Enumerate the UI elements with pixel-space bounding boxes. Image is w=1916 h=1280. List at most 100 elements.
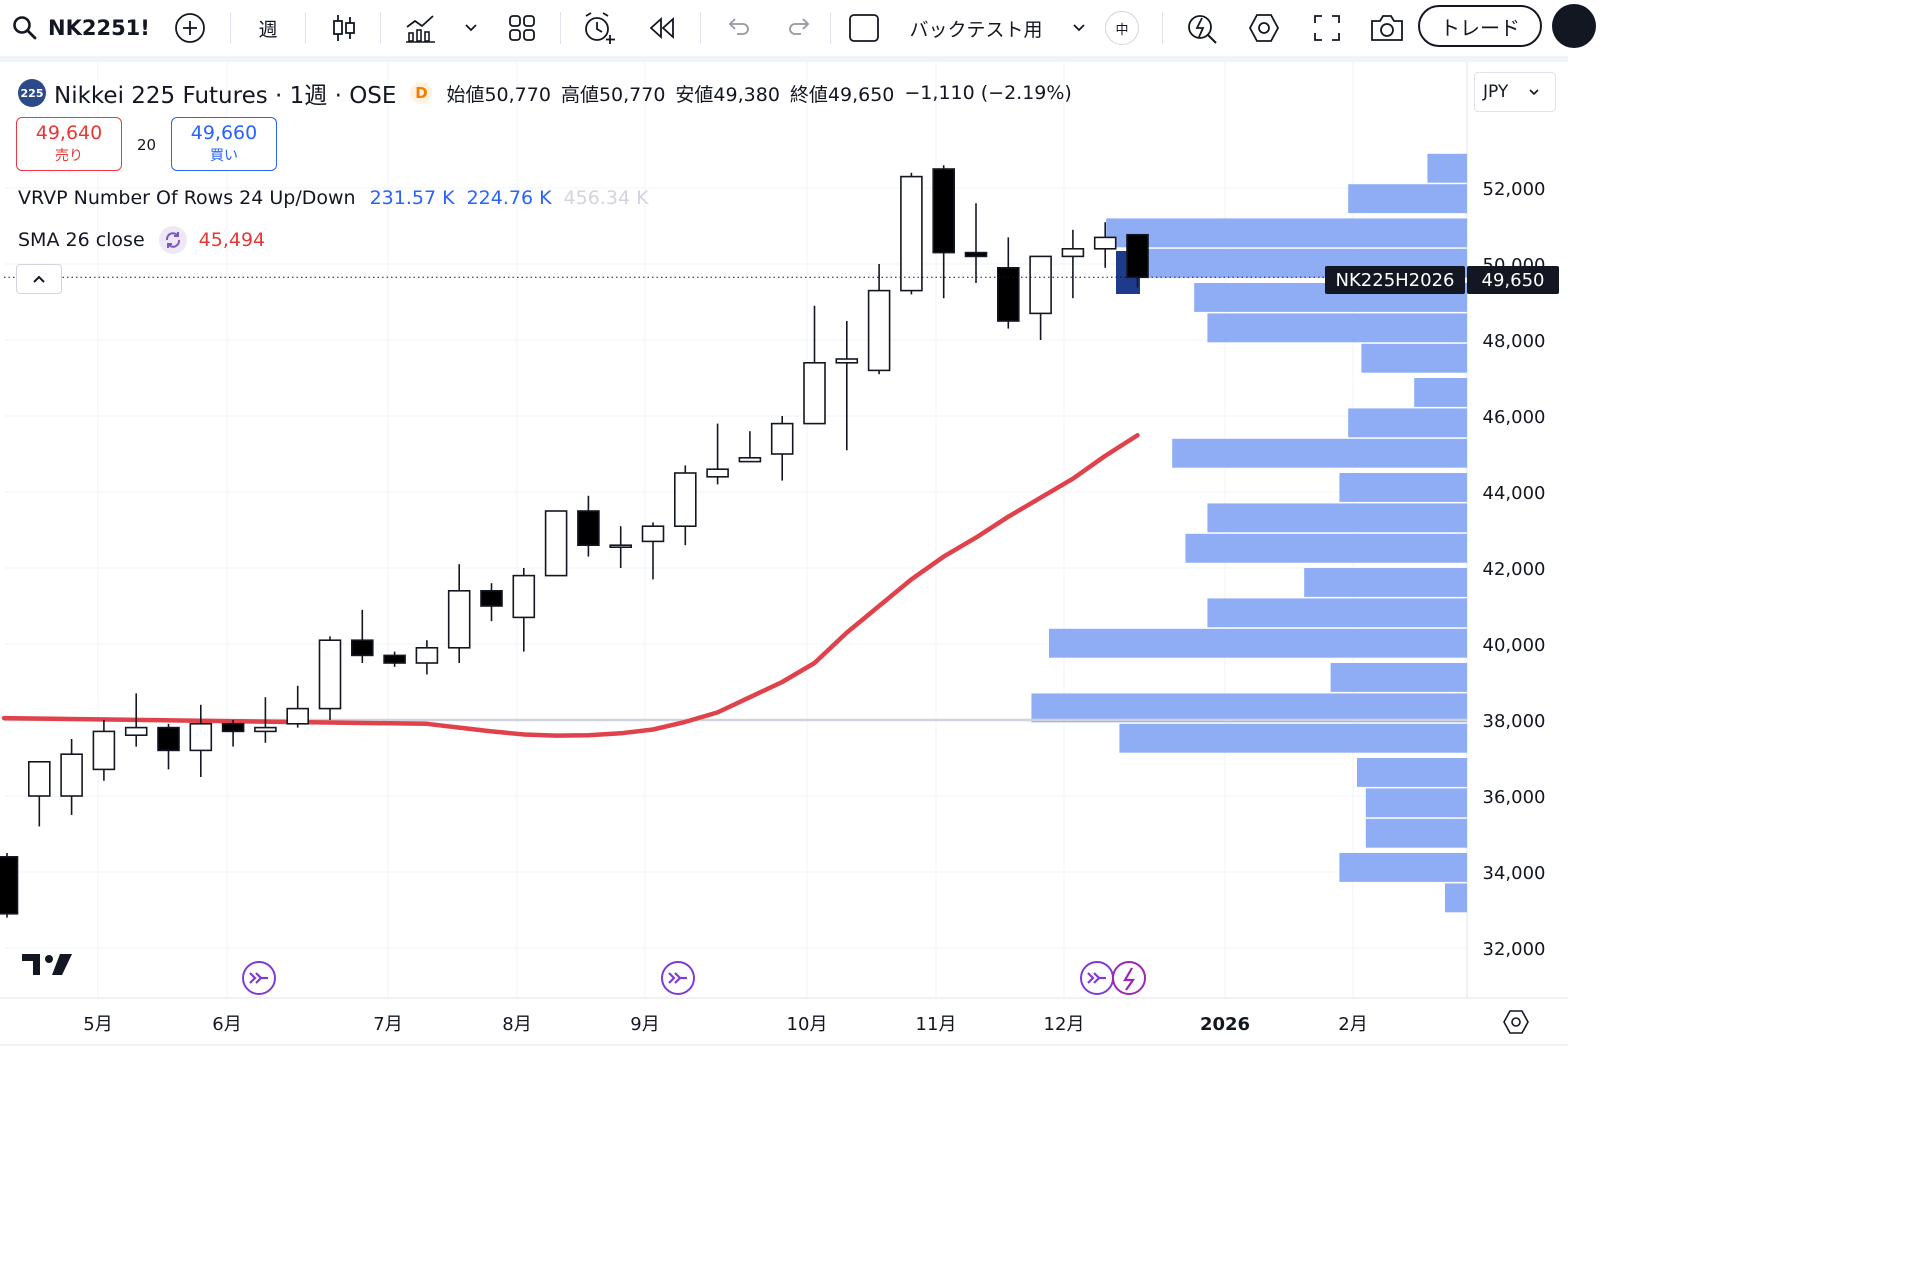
backtest-dropdown[interactable] xyxy=(1068,0,1090,56)
time-tick-label: 11月 xyxy=(916,1014,957,1035)
tradingview-logo[interactable] xyxy=(22,950,74,976)
toolbar-separator xyxy=(1162,12,1163,44)
candle-body xyxy=(932,168,956,254)
symbol-search-button[interactable]: NK2251! xyxy=(12,0,152,56)
volume-profile-bar xyxy=(1106,218,1467,248)
chart-type-button[interactable] xyxy=(326,0,362,56)
candle xyxy=(544,510,568,577)
volume-profile-bar xyxy=(1031,693,1467,723)
candle xyxy=(867,264,891,375)
indicators-dropdown[interactable] xyxy=(460,0,482,56)
alert-button[interactable] xyxy=(580,0,618,56)
price-chart[interactable]: 32,000 34,000 36,000 38,000 40,000 42,000 44,0… xyxy=(0,62,1568,1047)
buy-button[interactable]: 49,660 買い xyxy=(171,117,277,171)
currency-selector[interactable]: JPY xyxy=(1474,72,1556,112)
buy-price: 49,660 xyxy=(190,122,258,144)
candle xyxy=(480,583,503,622)
redo-button[interactable] xyxy=(784,0,816,56)
candle xyxy=(415,640,439,675)
volume-profile-bar xyxy=(1414,378,1467,407)
price-tick-label: 44,000 xyxy=(1483,483,1546,504)
time-tick-label: 6月 xyxy=(212,1014,241,1035)
chevron-down-icon xyxy=(1073,24,1085,32)
candle-body xyxy=(544,510,568,577)
vrvp-name: VRVP Number Of Rows 24 Up/Down xyxy=(18,187,356,209)
sma-line xyxy=(1,432,1140,738)
buy-label: 買い xyxy=(210,148,238,164)
event-markers[interactable] xyxy=(242,961,1146,995)
candle-body xyxy=(480,589,503,607)
camera-icon xyxy=(1371,15,1403,41)
backtest-checkbox[interactable] xyxy=(846,0,882,56)
event-marker-dividend-ring xyxy=(242,961,276,995)
sma-legend[interactable]: SMA 26 close 45,494 xyxy=(18,226,265,254)
delayed-badge[interactable]: D xyxy=(410,82,433,104)
replay-button[interactable] xyxy=(644,0,680,56)
interval-button[interactable]: 週 xyxy=(248,0,288,56)
ohlc-change: −1,110 (−2.19%) xyxy=(904,82,1072,104)
price-tick-label: 48,000 xyxy=(1483,331,1546,352)
add-symbol-button[interactable] xyxy=(172,0,208,56)
price-tick-label: 34,000 xyxy=(1483,863,1546,884)
candle xyxy=(1029,255,1052,340)
candle xyxy=(803,305,826,425)
price-tick-label: 36,000 xyxy=(1483,787,1546,808)
trade-button[interactable]: トレード xyxy=(1418,5,1542,47)
quick-search-button[interactable] xyxy=(1184,0,1220,56)
volume-profile-bar xyxy=(1207,598,1467,628)
chevron-right-icon xyxy=(668,972,676,984)
undo-button[interactable] xyxy=(722,0,754,56)
symbol-logo: 225 xyxy=(18,79,46,107)
price-tick-label: 32,000 xyxy=(1483,939,1546,960)
vrvp-legend[interactable]: VRVP Number Of Rows 24 Up/Down 231.57 K … xyxy=(18,187,649,209)
fullscreen-button[interactable] xyxy=(1310,0,1344,56)
time-tick-label: 10月 xyxy=(787,1014,828,1035)
symbol-title[interactable]: Nikkei 225 Futures · 1週 · OSE xyxy=(54,83,397,109)
price-tick-label: 38,000 xyxy=(1483,711,1546,732)
candle xyxy=(609,526,633,568)
legend-collapse-button[interactable] xyxy=(16,264,62,294)
chu-badge[interactable]: 中 xyxy=(1104,0,1140,56)
candle xyxy=(1126,233,1149,288)
toolbar-separator xyxy=(830,12,831,44)
candle xyxy=(189,704,213,777)
vrvp-up: 231.57 K xyxy=(369,187,455,209)
axis-settings-button[interactable] xyxy=(1503,1010,1529,1034)
user-avatar[interactable] xyxy=(1552,4,1596,48)
time-tick-label: 12月 xyxy=(1044,1014,1085,1035)
sell-price: 49,640 xyxy=(35,122,103,144)
time-axis[interactable]: 5月 6月 7月 8月 9月 10月 11月 12月 2026 2月 xyxy=(83,1014,1367,1035)
candle-body xyxy=(254,726,277,733)
settings-button[interactable] xyxy=(1246,0,1282,56)
price-tick-label: 52,000 xyxy=(1483,179,1546,200)
vrvp-total: 456.34 K xyxy=(563,187,649,209)
indicators-button[interactable] xyxy=(403,0,439,56)
search-icon xyxy=(13,16,37,40)
candle-body xyxy=(738,456,762,463)
snapshot-button[interactable] xyxy=(1368,0,1406,56)
toolbar-separator xyxy=(230,12,231,44)
chevron-down-icon xyxy=(1529,89,1539,96)
sma-refresh-icon[interactable] xyxy=(158,226,187,254)
toolbar-divider xyxy=(0,56,1568,62)
volume-profile-bar xyxy=(1339,473,1467,502)
candle-body xyxy=(609,544,633,549)
candle-body xyxy=(577,510,600,547)
candle-body xyxy=(286,707,310,725)
event-marker-dividend[interactable] xyxy=(242,961,276,995)
candle xyxy=(577,495,600,557)
price-axis[interactable]: 32,000 34,000 36,000 38,000 40,000 42,000 44,0… xyxy=(1483,179,1546,960)
chevron-right-icon xyxy=(249,972,257,984)
candle-body xyxy=(996,266,1020,322)
sell-button[interactable]: 49,640 売り xyxy=(16,117,122,171)
volume-profile-bar xyxy=(1445,883,1467,913)
event-marker-dividend[interactable] xyxy=(661,961,695,995)
event-marker-dividend[interactable] xyxy=(1080,961,1114,995)
backtest-label[interactable]: バックテスト用 xyxy=(900,0,1052,56)
spread-value: 20 xyxy=(137,136,157,154)
candle-body xyxy=(673,472,697,528)
candles-icon xyxy=(333,15,355,41)
layout-button[interactable] xyxy=(504,0,540,56)
event-marker-dividend-ring xyxy=(1080,961,1114,995)
event-marker-news[interactable] xyxy=(1112,961,1146,995)
